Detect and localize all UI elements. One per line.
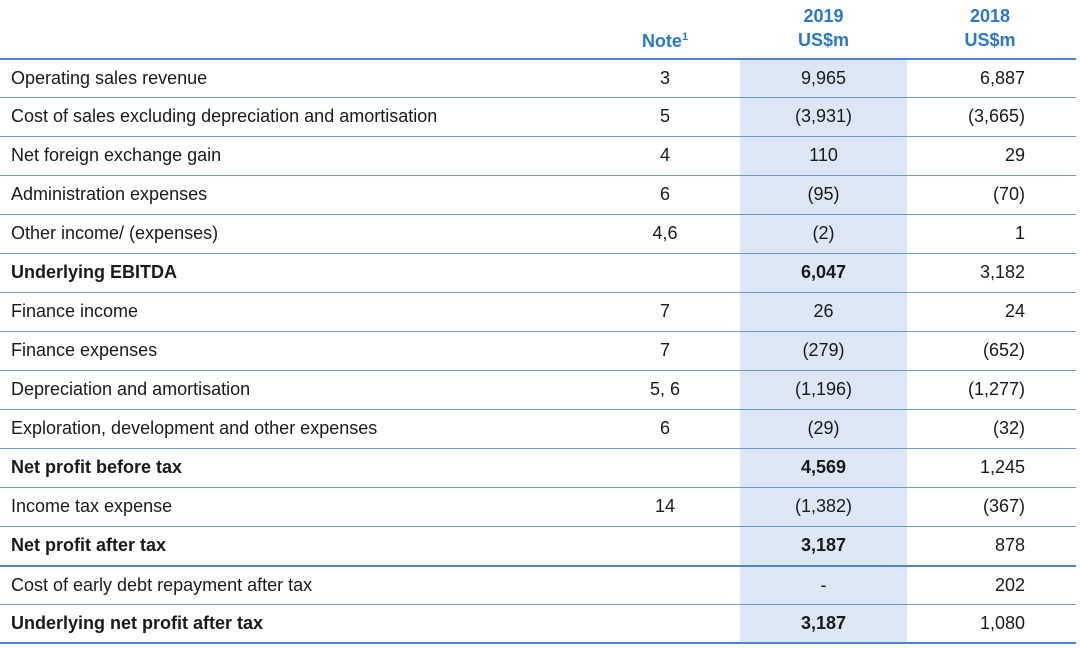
table-row: Exploration, development and other expen… [0,409,1076,448]
row-value-2019: (95) [807,184,840,204]
row-value-2018: 3,182 [979,262,1025,282]
row-note: 5, 6 [649,379,681,399]
row-note: 6 [659,184,670,204]
row-value-2019: (3,931) [794,106,853,126]
row-label: Operating sales revenue [11,68,208,88]
table-row: Other income/ (expenses) 4,6 (2) 1 [0,214,1076,253]
row-value-2018: 24 [1004,301,1025,321]
row-label: Finance expenses [11,340,158,360]
table-row: Net foreign exchange gain 4 110 29 [0,136,1076,175]
row-label: Cost of early debt repayment after tax [11,575,313,595]
header-2019-year: 2019 [803,6,844,26]
row-value-2019: (1,196) [794,379,853,399]
note-label: Note [641,31,682,51]
row-note: 3 [659,68,670,88]
row-note: 7 [659,301,670,321]
table-row: Cost of sales excluding depreciation and… [0,97,1076,136]
row-value-2019: 4,569 [800,457,847,477]
row-label: Other income/ (expenses) [11,223,219,243]
row-label: Underlying EBITDA [11,262,178,282]
table-row: Finance expenses 7 (279) (652) [0,331,1076,370]
row-label: Cost of sales excluding depreciation and… [11,106,438,126]
row-value-2019: 110 [809,145,838,165]
row-value-2018: 1,245 [979,457,1025,477]
header-2018: 2018 US$m [910,4,1070,52]
row-note: 4 [659,145,670,165]
row-value-2018: 878 [994,535,1025,555]
row-value-2018: (32) [992,418,1025,438]
row-note: 5 [659,106,670,126]
row-value-2018: (70) [992,184,1025,204]
row-label: Net profit after tax [11,535,167,555]
table-row: Cost of early debt repayment after tax -… [0,565,1076,604]
row-value-2018: (652) [982,340,1025,360]
header-2018-unit: US$m [964,30,1016,50]
row-note: 6 [659,418,670,438]
table-row: Depreciation and amortisation 5, 6 (1,19… [0,370,1076,409]
header-note: Note1 [620,29,710,53]
row-label: Exploration, development and other expen… [11,418,378,438]
table-row-total: Underlying net profit after tax 3,187 1,… [0,604,1076,644]
row-value-2019: 26 [813,301,834,321]
table-row: Finance income 7 26 24 [0,292,1076,331]
row-value-2018: 1,080 [979,613,1025,633]
row-label: Underlying net profit after tax [11,613,264,633]
row-label: Administration expenses [11,184,208,204]
row-value-2018: (367) [982,496,1025,516]
table-row-subtotal: Net profit after tax 3,187 878 [0,526,1076,565]
row-value-2018: 6,887 [979,68,1025,88]
row-label: Depreciation and amortisation [11,379,251,399]
row-note: 7 [659,340,670,360]
row-note: 4,6 [652,223,678,243]
row-value-2019: (1,382) [794,496,853,516]
row-value-2018: 1 [1014,223,1025,243]
table-header: Note1 2019 US$m 2018 US$m [0,0,1080,58]
highlight-column-2019 [740,58,907,642]
row-value-2018: 202 [994,575,1025,595]
table-row: Operating sales revenue 3 9,965 6,887 [0,58,1076,97]
table-row-subtotal: Net profit before tax 4,569 1,245 [0,448,1076,487]
row-label: Income tax expense [11,496,173,516]
row-value-2019: 3,187 [800,535,847,555]
header-2018-year: 2018 [969,6,1011,26]
row-value-2019: (29) [807,418,840,438]
table-row-subtotal: Underlying EBITDA 6,047 3,182 [0,253,1076,292]
row-value-2019: (2) [812,223,835,243]
row-label: Finance income [11,301,139,321]
header-2019-unit: US$m [797,30,850,50]
row-value-2018: (1,277) [967,379,1025,399]
note-superscript: 1 [681,31,689,43]
income-table-body: Operating sales revenue 3 9,965 6,887 Co… [0,58,1076,644]
header-2019: 2019 US$m [740,4,907,52]
row-value-2019: - [820,575,827,595]
row-value-2019: (279) [802,340,845,360]
row-label: Net foreign exchange gain [11,145,222,165]
table-row: Administration expenses 6 (95) (70) [0,175,1076,214]
row-value-2019: 9,965 [800,68,847,88]
table-row: Income tax expense 14 (1,382) (367) [0,487,1076,526]
row-value-2018: (3,665) [967,106,1025,126]
row-value-2019: 3,187 [800,613,847,633]
row-value-2019: 6,047 [800,262,847,282]
row-value-2018: 29 [1004,145,1025,165]
row-note: 14 [654,496,676,516]
row-label: Net profit before tax [11,457,183,477]
